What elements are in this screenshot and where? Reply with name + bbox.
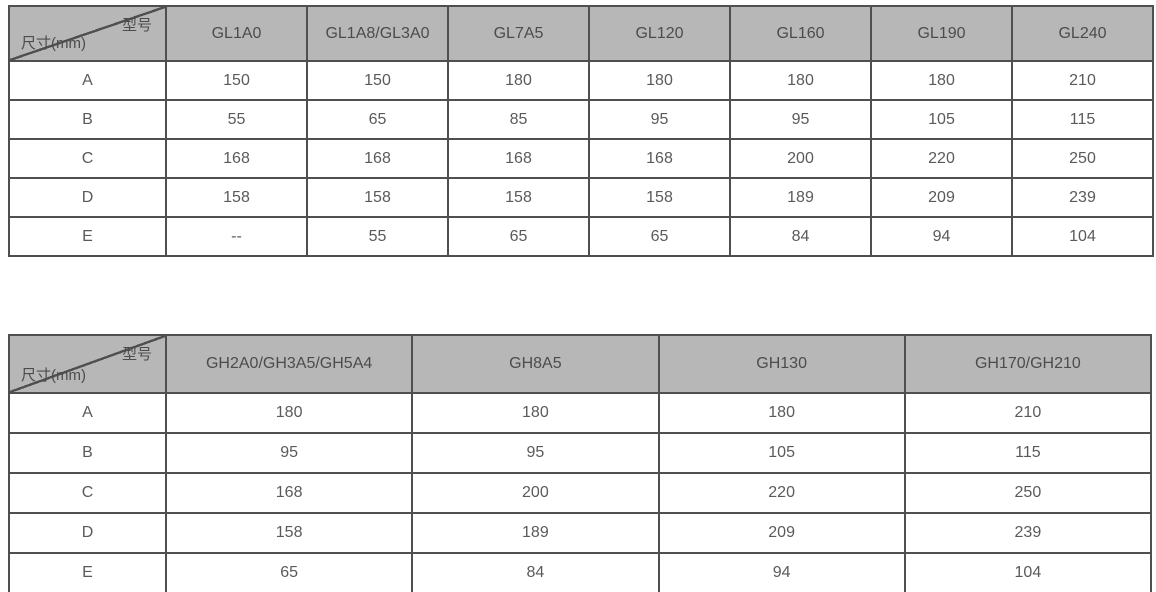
row-label: A [8,392,167,434]
table-row: D 158 158 158 158 189 209 239 [8,177,1154,218]
gh-series-dimensions-table: 型号 尺寸(mm) GH2A0/GH3A5/GH5A4 GH8A5 GH130 … [8,334,1153,592]
corner-label-dimension: 尺寸(mm) [21,35,86,52]
table-cell: 220 [657,472,906,514]
table-cell: 250 [1011,138,1154,179]
row-label: B [8,432,167,474]
table-cell: 55 [306,216,449,257]
table-cell: 210 [1011,60,1154,101]
table-cell: 158 [165,177,308,218]
gl-series-dimensions-table: 型号 尺寸(mm) GL1A0 GL1A8/GL3A0 GL7A5 GL120 … [8,5,1154,257]
corner-label-model: 型号 [121,17,152,34]
row-label: E [8,216,167,257]
table-header-row: 型号 尺寸(mm) GL1A0 GL1A8/GL3A0 GL7A5 GL120 … [8,5,1154,62]
table-cell: 65 [447,216,590,257]
table-cell: 168 [447,138,590,179]
table-row: E 65 84 94 104 [8,552,1153,592]
table-cell: 104 [903,552,1153,592]
column-header: GL120 [588,5,731,62]
table-row: A 150 150 180 180 180 180 210 [8,60,1154,101]
column-header: GL1A8/GL3A0 [306,5,449,62]
table-cell: 200 [411,472,660,514]
row-label: B [8,99,167,140]
row-label: E [8,552,167,592]
table-cell: 95 [164,432,414,474]
table-cell: 250 [903,472,1153,514]
table-cell: 65 [164,552,414,592]
table-cell: 210 [903,392,1153,434]
table-cell: 189 [729,177,872,218]
column-header: GL240 [1011,5,1154,62]
column-header: GL1A0 [165,5,308,62]
column-header: GH8A5 [411,334,660,394]
table-row: E -- 55 65 65 84 94 104 [8,216,1154,257]
table-cell: 220 [870,138,1013,179]
column-header: GL160 [729,5,872,62]
table-cell: 84 [411,552,660,592]
table-cell: 209 [657,512,906,554]
table-cell: 158 [588,177,731,218]
table-cell: 95 [588,99,731,140]
table-cell: 84 [729,216,872,257]
table-cell: 180 [164,392,414,434]
corner-label-dimension: 尺寸(mm) [21,367,86,384]
table-cell: 168 [306,138,449,179]
table-row: B 55 65 85 95 95 105 115 [8,99,1154,140]
table-cell: 95 [411,432,660,474]
table-cell: 150 [165,60,308,101]
table-cell: 105 [657,432,906,474]
table-cell: 180 [588,60,731,101]
table-cell: 158 [447,177,590,218]
table-cell: 239 [1011,177,1154,218]
corner-label-model: 型号 [121,346,152,363]
table-cell: 200 [729,138,872,179]
table-cell: 180 [870,60,1013,101]
column-header: GH2A0/GH3A5/GH5A4 [164,334,414,394]
column-header: GH130 [657,334,906,394]
corner-header-cell: 型号 尺寸(mm) [8,5,167,62]
row-label: D [8,512,167,554]
table-row: A 180 180 180 210 [8,392,1153,434]
table-cell: 209 [870,177,1013,218]
table-cell: 94 [870,216,1013,257]
table-cell: 180 [447,60,590,101]
table-cell: 105 [870,99,1013,140]
table-cell: 180 [657,392,906,434]
table-cell: 104 [1011,216,1154,257]
row-label: A [8,60,167,101]
table-cell: 180 [729,60,872,101]
row-label: D [8,177,167,218]
table-row: C 168 200 220 250 [8,472,1153,514]
table-cell: -- [165,216,308,257]
table-row: B 95 95 105 115 [8,432,1153,474]
table-cell: 168 [588,138,731,179]
table-cell: 150 [306,60,449,101]
table-row: C 168 168 168 168 200 220 250 [8,138,1154,179]
table-cell: 158 [306,177,449,218]
table-row: D 158 189 209 239 [8,512,1153,554]
table-cell: 158 [164,512,414,554]
table-cell: 65 [588,216,731,257]
table-cell: 115 [903,432,1153,474]
table-cell: 189 [411,512,660,554]
table-cell: 239 [903,512,1153,554]
row-label: C [8,472,167,514]
table-cell: 55 [165,99,308,140]
column-header: GL7A5 [447,5,590,62]
table-header-row: 型号 尺寸(mm) GH2A0/GH3A5/GH5A4 GH8A5 GH130 … [8,334,1153,394]
table-cell: 95 [729,99,872,140]
table-cell: 168 [164,472,414,514]
column-header: GL190 [870,5,1013,62]
table-cell: 65 [306,99,449,140]
row-label: C [8,138,167,179]
table-cell: 180 [411,392,660,434]
table-cell: 85 [447,99,590,140]
table-cell: 168 [165,138,308,179]
column-header: GH170/GH210 [903,334,1153,394]
table-cell: 94 [657,552,906,592]
table-cell: 115 [1011,99,1154,140]
corner-header-cell: 型号 尺寸(mm) [8,334,167,394]
